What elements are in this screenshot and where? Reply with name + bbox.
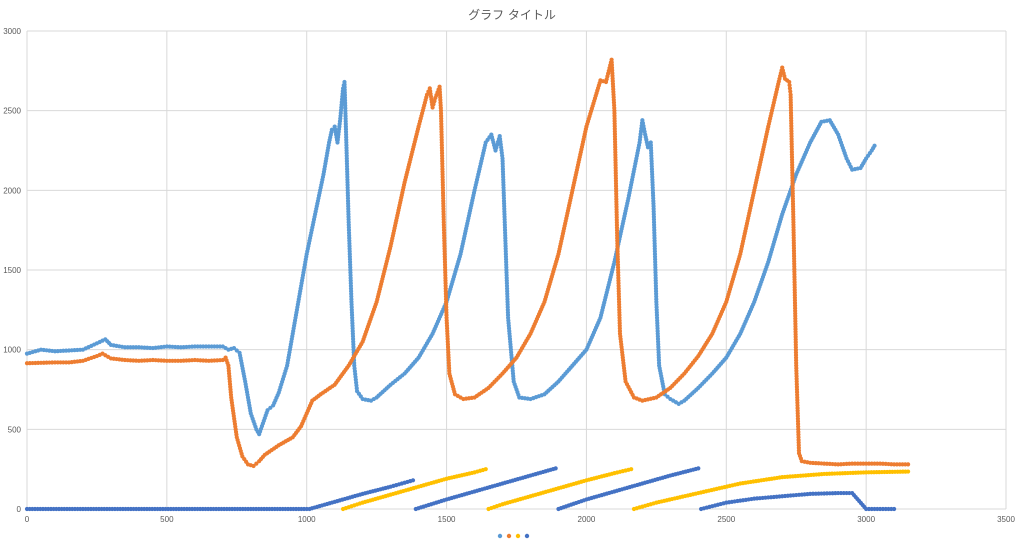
data-point [787, 86, 793, 91]
series-1 [24, 79, 877, 437]
axes: 0 500 1000 1500 2000 2500 3000 3500 0 500 1000 1500… [3, 27, 1015, 524]
y-tick-label: 0 [17, 505, 22, 514]
data-point [424, 92, 430, 97]
data-point [268, 405, 273, 410]
x-tick-label: 2000 [578, 515, 596, 524]
data-point [906, 462, 911, 467]
legend-marker [497, 533, 503, 539]
chart-title: グラフ タイトル [468, 8, 556, 22]
data-point [265, 408, 270, 413]
data-point [483, 467, 488, 472]
data-point [787, 83, 792, 88]
data-point [251, 463, 256, 469]
x-tick-label: 3500 [997, 515, 1015, 524]
data-point [254, 461, 259, 466]
data-point [329, 127, 334, 132]
data-point [431, 102, 436, 107]
legend-marker [515, 533, 521, 539]
x-tick-label: 1000 [298, 515, 316, 524]
data-point [872, 143, 877, 148]
data-point [553, 466, 558, 471]
data-point [696, 466, 701, 471]
x-tick-label: 2500 [717, 515, 735, 524]
legend-marker [524, 533, 530, 539]
data-point [231, 345, 237, 351]
data-point [410, 478, 416, 483]
y-tick-label: 500 [8, 425, 22, 434]
x-tick-label: 3000 [857, 515, 875, 524]
series-2 [24, 57, 911, 469]
data-point [430, 105, 435, 110]
x-tick-label: 500 [160, 515, 174, 524]
data-point [787, 79, 792, 85]
data-point [665, 394, 670, 399]
data-point [892, 506, 897, 512]
x-tick-label: 1500 [438, 515, 456, 524]
series-4 [24, 466, 897, 512]
x-tick-label: 0 [25, 515, 30, 524]
data-point [906, 469, 911, 474]
data-point [629, 467, 634, 472]
legend-marker [506, 533, 512, 539]
data-point [788, 89, 793, 94]
y-tick-label: 1500 [3, 266, 21, 275]
data-series [24, 57, 911, 512]
y-tick-label: 2500 [3, 107, 21, 116]
data-point [234, 348, 239, 353]
y-tick-label: 3000 [3, 27, 21, 36]
data-point [432, 99, 437, 104]
y-tick-label: 1000 [3, 346, 21, 355]
series-3 [340, 467, 911, 512]
y-tick-label: 2000 [3, 186, 21, 195]
data-point [220, 357, 225, 363]
legend [497, 533, 530, 539]
